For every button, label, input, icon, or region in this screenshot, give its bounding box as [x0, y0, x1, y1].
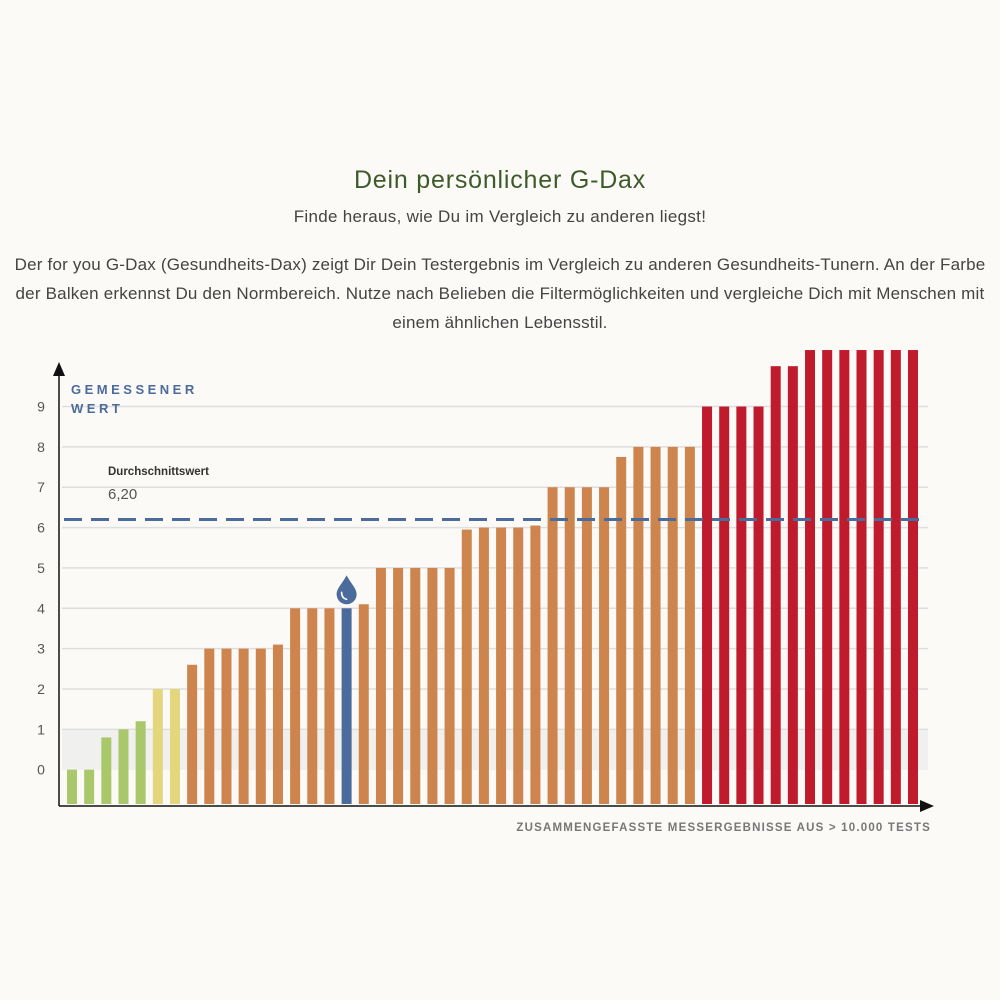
bar — [547, 487, 558, 804]
y-tick-label: 3 — [37, 641, 45, 657]
x-axis-label: ZUSAMMENGEFASSTE MESSERGEBNISSE AUS > 10… — [516, 822, 931, 834]
bar — [307, 608, 318, 804]
bar — [684, 446, 695, 804]
bar — [358, 604, 369, 804]
bar — [839, 350, 850, 804]
bar — [650, 446, 661, 804]
bar — [324, 608, 335, 804]
bar — [496, 527, 507, 804]
bar — [290, 608, 301, 804]
x-axis-arrow-icon — [920, 800, 934, 812]
bar — [753, 406, 764, 804]
bar — [873, 350, 884, 804]
bar — [908, 350, 918, 804]
y-tick-label: 2 — [37, 681, 45, 697]
y-axis-arrow-icon — [53, 362, 65, 376]
bar — [204, 648, 215, 804]
bar — [135, 721, 146, 804]
bar — [667, 446, 678, 804]
bar — [719, 406, 730, 804]
y-axis-label-line2: WERT — [71, 401, 123, 416]
bar — [787, 366, 798, 804]
gdax-bar-chart: 0 1 2 3 4 5 6 7 8 9 GEMESSENER WERT Durchschnitts… — [37, 350, 934, 834]
page-description: Der for you G-Dax (Gesundheits-Dax) zeig… — [14, 255, 986, 332]
bar — [616, 456, 627, 804]
bar — [599, 487, 610, 804]
bar — [410, 567, 421, 804]
bar — [564, 487, 575, 804]
y-tick-label: 6 — [37, 520, 45, 536]
bar — [187, 664, 198, 804]
bar — [393, 567, 404, 804]
bar — [375, 567, 386, 804]
bar — [238, 648, 249, 804]
page-title: Dein persönlicher G-Dax — [353, 166, 647, 194]
y-tick-label: 0 — [37, 762, 45, 778]
chart-bars — [67, 350, 918, 804]
bar — [530, 525, 541, 804]
y-tick-label: 7 — [37, 479, 45, 495]
bar — [255, 648, 266, 804]
bar — [101, 737, 112, 804]
bar — [702, 406, 713, 804]
bar — [478, 527, 489, 804]
bar — [118, 729, 129, 804]
y-tick-label: 5 — [37, 560, 45, 576]
chart-y-ticks: 0 1 2 3 4 5 6 7 8 9 — [37, 399, 45, 778]
bar — [152, 688, 163, 804]
bar — [67, 769, 77, 804]
bar — [513, 527, 524, 804]
average-value: 6,20 — [108, 486, 137, 503]
water-drop-icon — [336, 575, 357, 605]
bar — [736, 406, 747, 804]
bar — [169, 688, 180, 804]
average-label: Durchschnittswert — [108, 466, 209, 478]
bar — [461, 529, 472, 804]
y-tick-label: 4 — [37, 600, 45, 616]
bar — [856, 350, 867, 804]
y-axis-label-line1: GEMESSENER — [71, 382, 198, 397]
bar — [822, 350, 833, 804]
y-tick-label: 8 — [37, 439, 45, 455]
bar — [427, 567, 438, 804]
y-tick-label: 9 — [37, 399, 45, 415]
page-subtitle: Finde heraus, wie Du im Vergleich zu and… — [293, 207, 707, 226]
bar — [84, 769, 95, 804]
bar — [770, 366, 781, 804]
y-tick-label: 1 — [37, 721, 45, 737]
bar — [221, 648, 232, 804]
bar — [805, 350, 816, 804]
bar — [890, 350, 901, 804]
bar — [581, 487, 592, 804]
bar — [633, 446, 644, 804]
bar — [272, 644, 283, 804]
bar — [444, 567, 455, 804]
bar-own-result — [341, 608, 352, 804]
